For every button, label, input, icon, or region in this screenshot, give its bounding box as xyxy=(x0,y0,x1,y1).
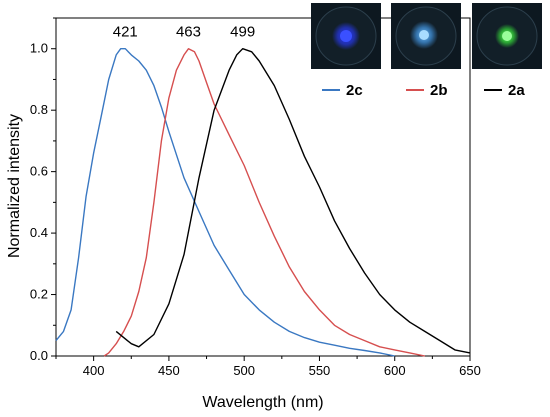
legend-label-2b: 2b xyxy=(430,82,448,99)
series-line-2b xyxy=(103,48,425,357)
x-tick-label: 550 xyxy=(309,363,331,378)
legend-item-2a: 2a xyxy=(484,82,525,99)
blue-emission-photo xyxy=(311,3,381,69)
series-lines xyxy=(55,48,471,357)
x-tick-label: 450 xyxy=(158,363,180,378)
light-blue-emission-photo xyxy=(391,3,461,69)
y-tick-label: 1.0 xyxy=(30,41,48,56)
green-emission-photo xyxy=(472,3,542,69)
series-line-2c xyxy=(55,48,395,357)
legend: 2c 2b 2a xyxy=(322,82,525,99)
series-line-2a xyxy=(115,48,471,354)
y-axis-title: Normalized intensity xyxy=(6,114,23,258)
x-tick-label: 400 xyxy=(83,363,105,378)
x-tick-label: 500 xyxy=(233,363,255,378)
y-tick-label: 0.6 xyxy=(30,164,48,179)
plot-frame xyxy=(55,17,471,357)
legend-label-2c: 2c xyxy=(346,82,363,99)
x-axis-title: Wavelength (nm) xyxy=(202,394,323,411)
peak-labels: 421 463 499 xyxy=(113,24,255,41)
axis-tick-labels: 400 450 500 550 600 650 0.0 0.2 0.4 0.6 0.8 1.0 xyxy=(30,41,481,378)
y-tick-label: 0.4 xyxy=(30,225,48,240)
photo-insets xyxy=(311,3,542,69)
legend-label-2a: 2a xyxy=(508,82,525,99)
legend-item-2b: 2b xyxy=(406,82,448,99)
legend-item-2c: 2c xyxy=(322,82,363,99)
y-tick-label: 0.2 xyxy=(30,287,48,302)
x-tick-label: 650 xyxy=(459,363,481,378)
peak-label-463: 463 xyxy=(176,24,201,41)
y-tick-label: 0.8 xyxy=(30,102,48,117)
x-tick-label: 600 xyxy=(384,363,406,378)
y-tick-label: 0.0 xyxy=(30,348,48,363)
axis-ticks xyxy=(51,17,471,361)
peak-label-421: 421 xyxy=(113,24,138,41)
peak-label-499: 499 xyxy=(230,24,255,41)
